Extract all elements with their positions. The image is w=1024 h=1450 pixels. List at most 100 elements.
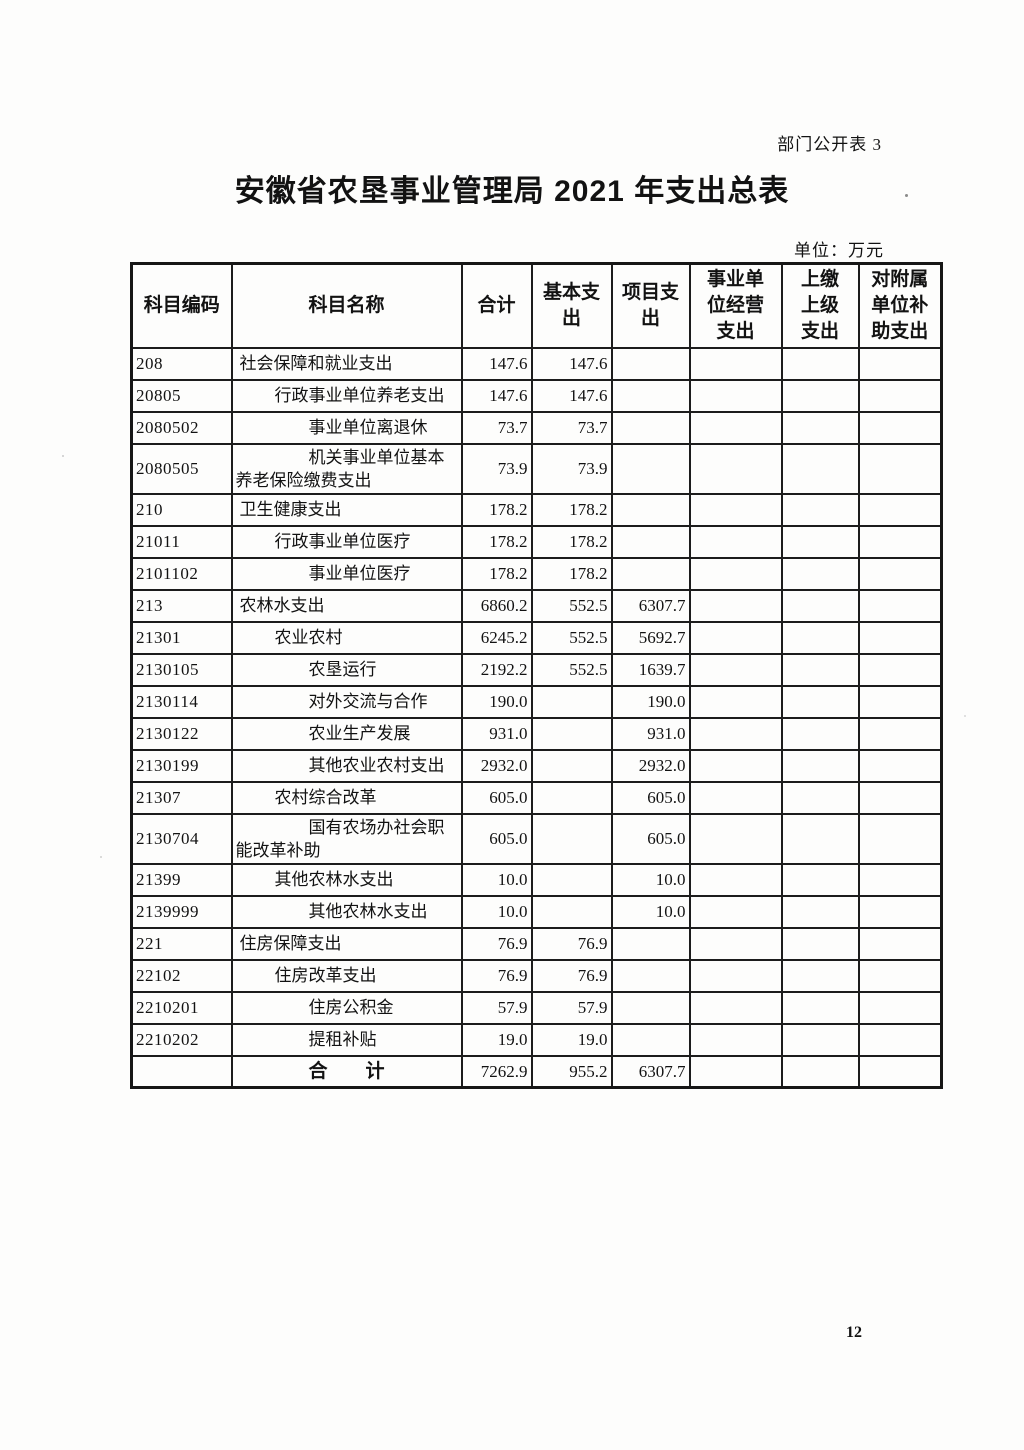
cell-basic: 552.5 <box>530 588 613 623</box>
cell-business <box>688 1022 783 1057</box>
cell-business <box>688 894 783 929</box>
cell-upper <box>780 990 860 1025</box>
cell-project <box>610 410 691 445</box>
cell-project: 6307.7 <box>610 588 691 623</box>
cell-basic <box>530 780 613 815</box>
cell-upper <box>780 894 860 929</box>
cell-total: 178.2 <box>460 524 533 559</box>
cell-subsidy <box>857 346 943 381</box>
cell-name: 住房公积金 <box>230 990 463 1025</box>
cell-subsidy <box>857 812 943 865</box>
cell-basic: 57.9 <box>530 990 613 1025</box>
cell-business <box>688 524 783 559</box>
cell-basic: 76.9 <box>530 958 613 993</box>
table-row: 2139999 其他农林水支出 10.0 10.0 <box>130 894 943 929</box>
cell-project: 6307.7 <box>610 1054 691 1089</box>
cell-code: 2210201 <box>130 990 233 1025</box>
cell-business <box>688 442 783 495</box>
cell-code: 221 <box>130 926 233 961</box>
cell-name: 行政事业单位养老支出 <box>230 378 463 413</box>
cell-total: 6860.2 <box>460 588 533 623</box>
cell-project: 605.0 <box>610 780 691 815</box>
cell-subsidy <box>857 442 943 495</box>
cell-code: 208 <box>130 346 233 381</box>
cell-project <box>610 990 691 1025</box>
cell-total: 10.0 <box>460 862 533 897</box>
column-header-basic: 基本支 出 <box>530 262 613 349</box>
cell-project: 931.0 <box>610 716 691 751</box>
cell-basic <box>530 894 613 929</box>
cell-code: 20805 <box>130 378 233 413</box>
scan-speck <box>62 455 64 457</box>
scan-speck <box>964 715 966 717</box>
cell-business <box>688 990 783 1025</box>
cell-subsidy <box>857 716 943 751</box>
cell-name: 农业农村 <box>230 620 463 655</box>
cell-upper <box>780 748 860 783</box>
cell-project: 2932.0 <box>610 748 691 783</box>
cell-total: 190.0 <box>460 684 533 719</box>
table-row: 21301 农业农村 6245.2 552.5 5692.7 <box>130 620 943 655</box>
table-row: 208 社会保障和就业支出 147.6 147.6 <box>130 346 943 381</box>
cell-business <box>688 410 783 445</box>
cell-basic: 552.5 <box>530 620 613 655</box>
cell-project: 5692.7 <box>610 620 691 655</box>
cell-business <box>688 926 783 961</box>
cell-name: 其他农林水支出 <box>230 894 463 929</box>
cell-code: 2130122 <box>130 716 233 751</box>
cell-code: 2130114 <box>130 684 233 719</box>
cell-total: 178.2 <box>460 492 533 527</box>
cell-basic: 552.5 <box>530 652 613 687</box>
cell-business <box>688 812 783 865</box>
table-row: 2210202 提租补贴 19.0 19.0 <box>130 1022 943 1057</box>
cell-name: 社会保障和就业支出 <box>230 346 463 381</box>
cell-basic: 955.2 <box>530 1054 613 1089</box>
cell-business <box>688 862 783 897</box>
cell-subsidy <box>857 410 943 445</box>
table-row: 210 卫生健康支出 178.2 178.2 <box>130 492 943 527</box>
cell-name: 提租补贴 <box>230 1022 463 1057</box>
cell-business <box>688 780 783 815</box>
column-header-business: 事业单 位经营 支出 <box>688 262 783 349</box>
cell-code: 2130704 <box>130 812 233 865</box>
cell-name: 事业单位医疗 <box>230 556 463 591</box>
cell-upper <box>780 1022 860 1057</box>
cell-code <box>130 1054 233 1089</box>
cell-subsidy <box>857 990 943 1025</box>
cell-name: 合 计 <box>230 1054 463 1089</box>
cell-total: 73.7 <box>460 410 533 445</box>
cell-subsidy <box>857 620 943 655</box>
cell-code: 2101102 <box>130 556 233 591</box>
cell-code: 21011 <box>130 524 233 559</box>
cell-name: 其他农林水支出 <box>230 862 463 897</box>
cell-code: 21399 <box>130 862 233 897</box>
column-header-project: 项目支 出 <box>610 262 691 349</box>
cell-basic: 73.9 <box>530 442 613 495</box>
cell-upper <box>780 410 860 445</box>
table-row: 2080502 事业单位离退休 73.7 73.7 <box>130 410 943 445</box>
table-row: 221 住房保障支出 76.9 76.9 <box>130 926 943 961</box>
cell-code: 2080505 <box>130 442 233 495</box>
cell-name: 对外交流与合作 <box>230 684 463 719</box>
cell-total: 10.0 <box>460 894 533 929</box>
cell-project <box>610 926 691 961</box>
cell-upper <box>780 926 860 961</box>
cell-subsidy <box>857 1022 943 1057</box>
cell-subsidy <box>857 588 943 623</box>
column-header-code: 科目编码 <box>130 262 233 349</box>
table-body: 208 社会保障和就业支出 147.6 147.6 20805 行政事业单位养老支出 147… <box>130 346 943 1089</box>
cell-business <box>688 346 783 381</box>
cell-name: 其他农业农村支出 <box>230 748 463 783</box>
cell-total: 2192.2 <box>460 652 533 687</box>
cell-name: 机关事业单位基本养老保险缴费支出 <box>230 442 463 495</box>
cell-subsidy <box>857 492 943 527</box>
cell-subsidy <box>857 958 943 993</box>
cell-subsidy <box>857 780 943 815</box>
cell-business <box>688 1054 783 1089</box>
cell-total: 76.9 <box>460 958 533 993</box>
cell-project <box>610 556 691 591</box>
column-header-subsidy: 对附属 单位补 助支出 <box>857 262 943 349</box>
cell-subsidy <box>857 652 943 687</box>
table-header-row: 科目编码 科目名称 合计 基本支 出项目支 出事业单 位经营 支出 上缴 上级 支出 对附… <box>130 262 943 349</box>
cell-code: 2139999 <box>130 894 233 929</box>
